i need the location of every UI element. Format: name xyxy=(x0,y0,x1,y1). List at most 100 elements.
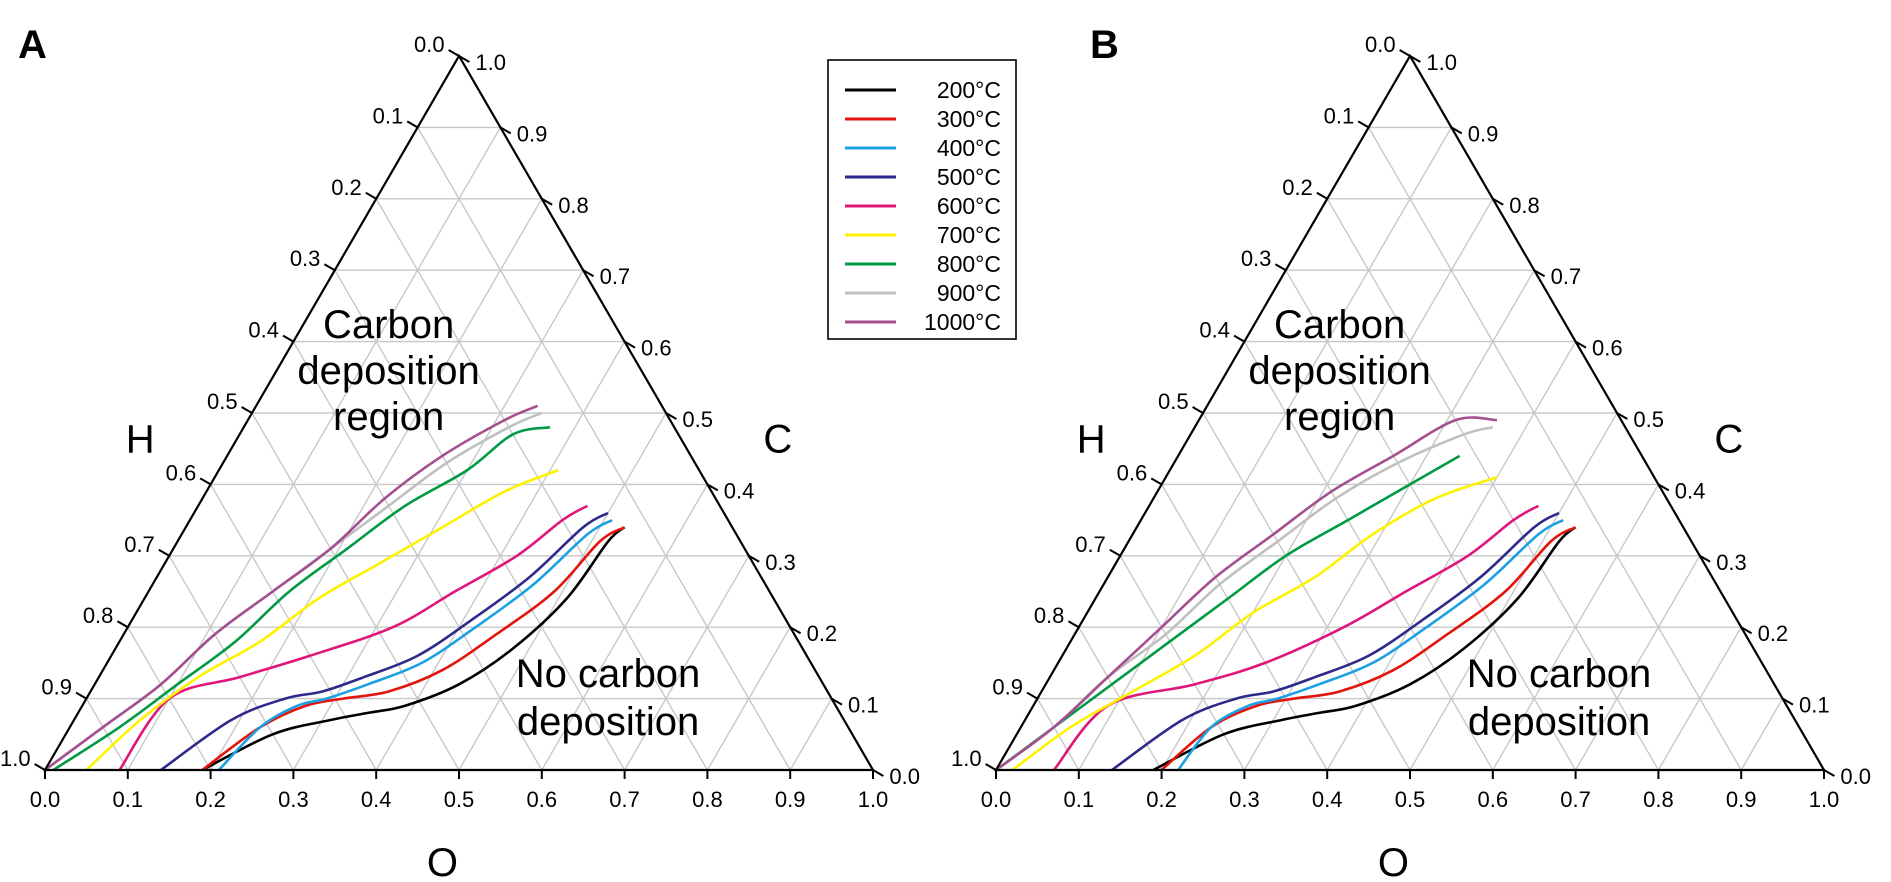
grid xyxy=(85,126,833,771)
series-line-400c xyxy=(1177,518,1564,771)
tick-label-left: 1.0 xyxy=(951,746,982,771)
grid-line xyxy=(789,698,833,771)
region-line: region xyxy=(1284,395,1395,439)
tick-mark xyxy=(1274,263,1287,272)
tick-label-bottom: 0.5 xyxy=(1395,787,1426,812)
tick-label-left: 0.4 xyxy=(1199,318,1230,343)
region-line: No carbon xyxy=(1467,652,1652,696)
tick-label-right: 0.7 xyxy=(1551,264,1582,289)
tick-label-right: 0.8 xyxy=(1509,193,1540,218)
tick-label-bottom: 0.8 xyxy=(692,787,723,812)
tick-mark xyxy=(1740,626,1753,635)
region-line: deposition xyxy=(1248,349,1430,393)
tick-label-right: 0.3 xyxy=(765,550,796,575)
grid-line xyxy=(1740,698,1784,771)
axis-label-c: C xyxy=(763,417,792,461)
tick-label-right: 1.0 xyxy=(1426,50,1457,75)
tick-label-right: 0.1 xyxy=(1799,693,1830,718)
legend-label: 200°C xyxy=(937,77,1001,103)
region-label-carbon: Carbon deposition region xyxy=(1248,303,1430,439)
series-line-200c xyxy=(1152,526,1577,772)
tick-label-right: 0.6 xyxy=(641,336,672,361)
grid-line xyxy=(623,555,750,771)
grid-line xyxy=(1409,412,1618,771)
tick-label-left: 0.7 xyxy=(124,532,155,557)
region-line: Carbon xyxy=(1274,303,1405,347)
tick-label-bottom: 1.0 xyxy=(1809,787,1840,812)
tick-mark xyxy=(1823,769,1835,777)
tick-mark xyxy=(282,334,294,343)
region-line: No carbon xyxy=(516,652,701,696)
tick-label-bottom: 0.3 xyxy=(278,787,309,812)
legend-label: 600°C xyxy=(937,193,1001,219)
tick-mark xyxy=(748,554,760,563)
tick-label-right: 0.8 xyxy=(558,193,589,218)
tick-mark xyxy=(158,548,170,557)
axis-label-o: O xyxy=(427,841,458,882)
tick-label-right: 0.2 xyxy=(807,621,838,646)
grid-line xyxy=(127,127,502,771)
axis-label-c: C xyxy=(1714,417,1743,461)
tick-mark xyxy=(872,769,884,777)
tick-label-right: 0.0 xyxy=(1840,764,1871,789)
tick-label-right: 0.5 xyxy=(682,407,713,432)
tick-mark xyxy=(541,197,553,206)
tick-mark xyxy=(1192,406,1204,414)
region-line: Carbon xyxy=(323,303,454,347)
tick-mark xyxy=(1782,697,1794,706)
tick-mark xyxy=(34,763,46,771)
tick-mark xyxy=(1026,691,1038,700)
tick-label-left: 0.6 xyxy=(1117,460,1148,485)
series-group xyxy=(995,416,1577,772)
region-line: deposition xyxy=(517,700,699,744)
tick-label-left: 0.2 xyxy=(1282,175,1313,200)
legend: 200°C 300°C 400°C 500°C 600°C 700°C 800°C 900°C… xyxy=(827,59,1017,340)
grid-line xyxy=(416,127,791,771)
axis-label-h: H xyxy=(1077,417,1106,461)
grid-line xyxy=(1657,626,1742,771)
tick-label-right: 0.9 xyxy=(517,121,548,146)
tick-label-left: 0.0 xyxy=(414,32,445,57)
tick-label-left: 0.8 xyxy=(83,603,114,628)
tick-label-right: 0.0 xyxy=(889,764,920,789)
tick-mark xyxy=(1616,412,1628,420)
region-label-no-carbon: No carbon deposition xyxy=(1467,652,1652,744)
axis-label-o: O xyxy=(1378,841,1409,882)
tick-mark xyxy=(665,412,677,420)
tick-mark xyxy=(458,55,470,63)
tick-label-right: 0.6 xyxy=(1592,336,1623,361)
tick-mark xyxy=(365,191,377,200)
series-line-800c xyxy=(52,425,551,772)
region-line: deposition xyxy=(297,349,479,393)
tick-label-bottom: 0.4 xyxy=(361,787,392,812)
tick-mark xyxy=(1316,191,1328,200)
series-line-600c xyxy=(1052,504,1539,771)
tick-mark xyxy=(831,697,843,706)
legend-label: 800°C xyxy=(937,251,1001,277)
series-group xyxy=(44,404,626,772)
tick-label-right: 1.0 xyxy=(475,50,506,75)
tick-label-bottom: 0.5 xyxy=(444,787,475,812)
tick-label-right: 0.4 xyxy=(1675,478,1706,503)
series-line-800c xyxy=(995,454,1461,772)
grid-line xyxy=(1243,269,1535,771)
legend-label: 700°C xyxy=(937,222,1001,248)
legend-label: 400°C xyxy=(937,135,1001,161)
series-line-1000c xyxy=(995,416,1498,772)
series-line-400c xyxy=(217,518,613,771)
tick-label-right: 0.1 xyxy=(848,693,879,718)
series-line-700c xyxy=(1011,476,1498,772)
tick-mark xyxy=(199,477,212,486)
tick-label-right: 0.4 xyxy=(724,478,755,503)
tick-mark xyxy=(789,626,802,635)
grid-line xyxy=(1160,484,1328,771)
tick-mark xyxy=(1409,55,1421,63)
tick-mark xyxy=(406,120,419,129)
tick-label-left: 0.3 xyxy=(290,246,321,271)
tick-label-bottom: 0.7 xyxy=(609,787,640,812)
region-line: deposition xyxy=(1468,700,1650,744)
series-line-1000c xyxy=(44,404,539,772)
tick-label-bottom: 0.0 xyxy=(30,787,61,812)
tick-label-bottom: 0.4 xyxy=(1312,787,1343,812)
series-line-700c xyxy=(85,468,559,771)
